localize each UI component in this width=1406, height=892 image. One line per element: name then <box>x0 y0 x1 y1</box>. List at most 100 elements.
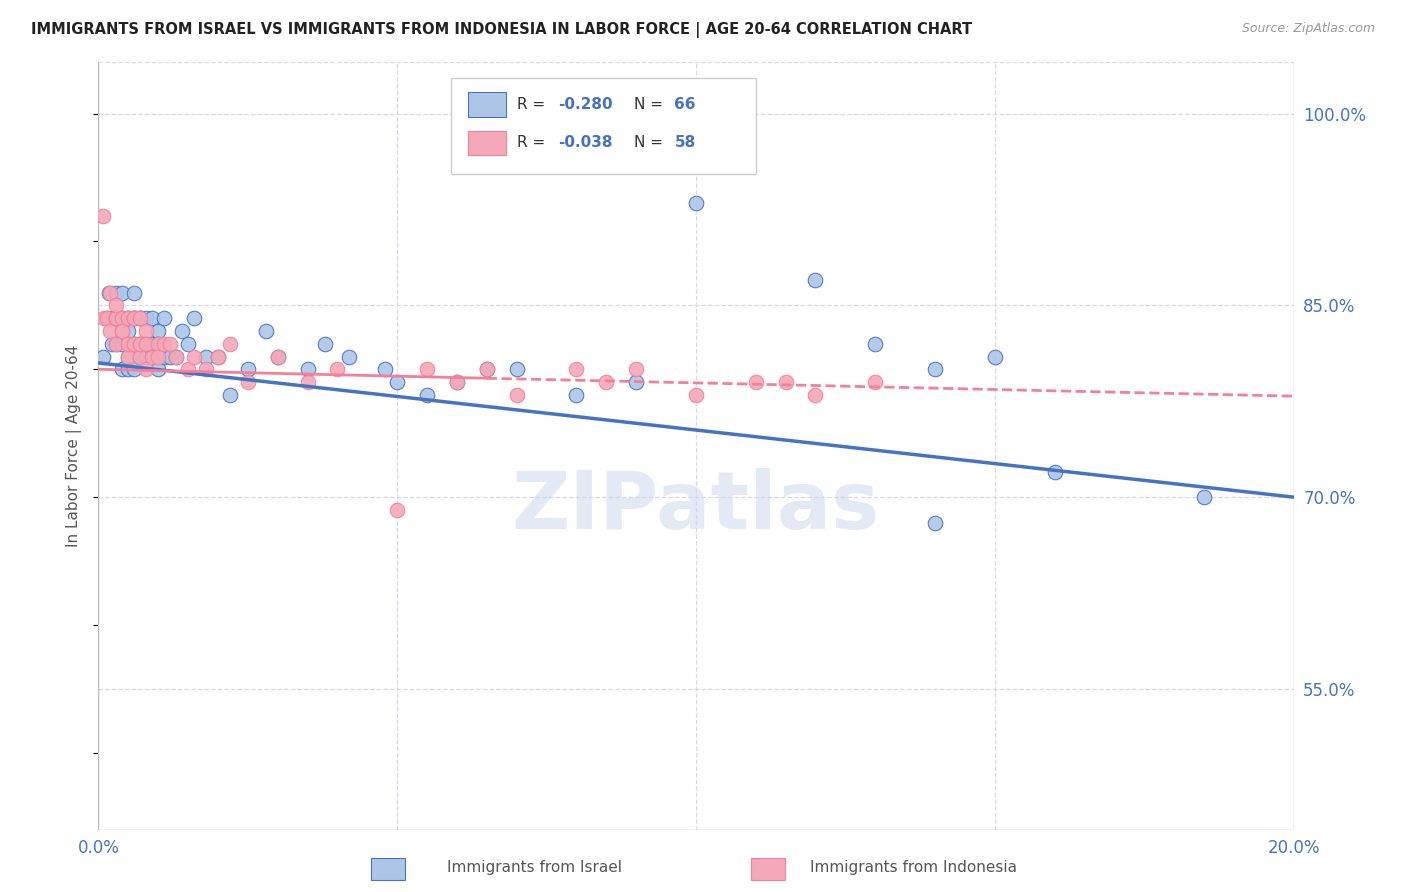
Point <box>135 362 157 376</box>
Point <box>141 350 163 364</box>
Point <box>385 375 409 389</box>
Text: 58: 58 <box>675 136 696 151</box>
Point <box>924 516 946 530</box>
Point <box>104 311 127 326</box>
Point <box>745 375 768 389</box>
Point <box>105 311 128 326</box>
Point <box>297 375 319 389</box>
Point <box>98 285 121 300</box>
Point <box>165 350 187 364</box>
Point <box>267 350 290 364</box>
Point <box>183 311 205 326</box>
Point <box>195 362 218 376</box>
Point <box>984 350 1007 364</box>
Point <box>135 350 157 364</box>
Point <box>446 375 468 389</box>
Point <box>924 362 946 376</box>
Point <box>1043 465 1066 479</box>
Point <box>117 336 139 351</box>
FancyBboxPatch shape <box>468 131 506 155</box>
Point <box>685 196 707 211</box>
Point <box>865 336 887 351</box>
Point <box>475 362 498 376</box>
Point <box>111 311 134 326</box>
Point <box>207 350 229 364</box>
Point <box>129 336 152 351</box>
Text: 66: 66 <box>675 97 696 112</box>
Point <box>565 388 588 402</box>
Text: N =: N = <box>634 136 668 151</box>
Point <box>153 311 176 326</box>
Point <box>374 362 396 376</box>
FancyBboxPatch shape <box>451 78 756 174</box>
Point <box>117 362 139 376</box>
Point <box>124 311 146 326</box>
Point <box>297 362 319 376</box>
Point <box>595 375 617 389</box>
Point <box>385 503 409 517</box>
Point <box>124 311 146 326</box>
Point <box>129 311 152 326</box>
Point <box>254 324 277 338</box>
Point <box>135 336 157 351</box>
Point <box>219 388 242 402</box>
Text: Immigrants from Israel: Immigrants from Israel <box>447 860 621 874</box>
Point <box>153 350 176 364</box>
Point <box>98 285 122 300</box>
Point <box>105 311 128 326</box>
Point <box>177 362 200 376</box>
Point <box>93 311 115 326</box>
Point <box>117 350 139 364</box>
Point <box>124 362 146 376</box>
Point <box>135 336 157 351</box>
Point <box>129 350 152 364</box>
Point <box>626 362 648 376</box>
Point <box>124 311 146 326</box>
Point <box>865 375 887 389</box>
Point <box>111 336 134 351</box>
Point <box>775 375 797 389</box>
Point <box>105 311 128 326</box>
Point <box>105 311 128 326</box>
FancyBboxPatch shape <box>468 93 506 117</box>
Point <box>111 362 134 376</box>
Point <box>416 362 439 376</box>
Point <box>1192 490 1215 504</box>
Point <box>124 336 146 351</box>
Point <box>129 336 152 351</box>
Point <box>267 350 290 364</box>
Point <box>148 324 170 338</box>
Point <box>475 362 498 376</box>
Point <box>111 324 134 338</box>
Point <box>141 336 163 351</box>
Point <box>105 285 128 300</box>
Point <box>506 388 529 402</box>
Point <box>98 324 122 338</box>
Point <box>103 311 125 326</box>
Point <box>141 350 163 364</box>
Point <box>91 209 114 223</box>
Point <box>565 362 588 376</box>
Point <box>339 350 361 364</box>
Point <box>141 311 163 326</box>
Point <box>159 336 181 351</box>
Point <box>135 324 157 338</box>
Point <box>111 324 134 338</box>
Point <box>100 336 122 351</box>
Point <box>105 336 128 351</box>
Point <box>177 336 200 351</box>
Point <box>326 362 349 376</box>
Point <box>124 336 146 351</box>
Point <box>129 311 152 326</box>
Point <box>236 375 259 389</box>
Point <box>195 350 218 364</box>
Point <box>148 350 170 364</box>
Text: Immigrants from Indonesia: Immigrants from Indonesia <box>810 860 1018 874</box>
Point <box>117 311 139 326</box>
Point <box>117 350 139 364</box>
Point <box>219 336 242 351</box>
Text: R =: R = <box>517 136 550 151</box>
Point <box>207 350 229 364</box>
Point <box>124 336 146 351</box>
Point <box>111 285 134 300</box>
